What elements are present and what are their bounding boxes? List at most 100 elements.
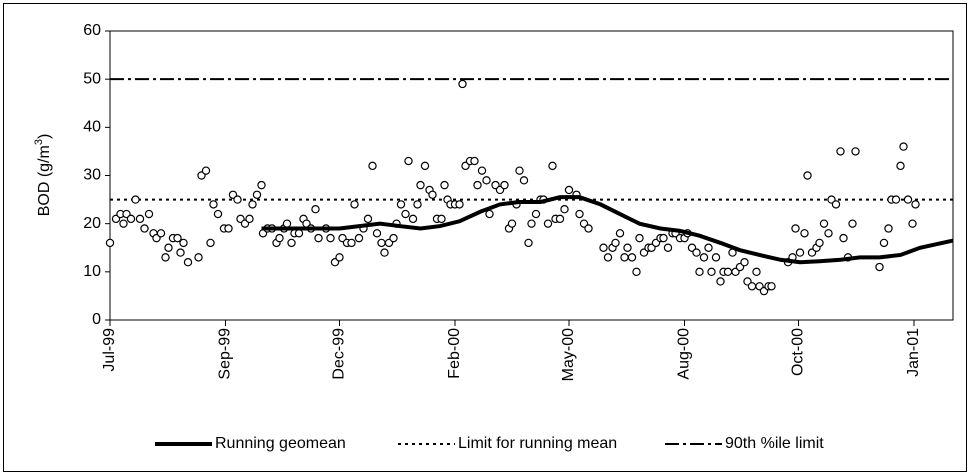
x-tick-label: Jan-01 (905, 328, 922, 377)
data-point (470, 156, 479, 166)
data-point (795, 248, 805, 257)
data-point (611, 238, 620, 248)
y-tick-label: 50 (83, 70, 101, 87)
data-point (632, 267, 641, 277)
data-point (800, 229, 809, 238)
y-tick-label: 40 (83, 119, 101, 136)
data-point (615, 229, 625, 238)
y-axis-label: BOD (g/m3) (33, 134, 53, 217)
data-point (194, 253, 203, 262)
data-point (282, 219, 292, 228)
data-point (723, 267, 733, 277)
x-tick-label: Dec-99 (331, 328, 348, 380)
y-label-sup: 3 (33, 139, 45, 145)
data-point (891, 195, 901, 204)
data-point (377, 238, 386, 248)
data-point (176, 248, 185, 257)
x-tick-label: Aug-00 (676, 328, 693, 380)
data-point (831, 200, 841, 209)
data-point (584, 224, 593, 233)
data-point (326, 233, 335, 243)
data-point (564, 185, 574, 195)
data-point (420, 161, 430, 171)
data-point (911, 200, 920, 209)
data-point (413, 200, 422, 209)
data-point (233, 195, 242, 204)
data-point (819, 219, 829, 228)
data-point (884, 224, 893, 233)
data-point (131, 195, 140, 204)
data-point (314, 233, 323, 243)
data-point (156, 229, 166, 238)
data-point (519, 176, 529, 185)
data-point (620, 253, 629, 262)
data-point (663, 243, 673, 252)
data-point (380, 248, 389, 257)
y-tick-label: 0 (92, 311, 101, 328)
legend-label: Limit for running mean (458, 435, 617, 452)
data-point (507, 219, 517, 228)
data-point (363, 214, 373, 224)
data-point (896, 161, 905, 171)
data-point (275, 233, 284, 243)
data-point (791, 224, 800, 233)
y-tick-label: 30 (83, 167, 101, 184)
data-point (903, 195, 913, 204)
data-point (543, 219, 553, 228)
data-point (311, 205, 320, 214)
data-point (485, 209, 494, 219)
data-point (354, 233, 364, 243)
data-point (404, 156, 413, 166)
data-point (213, 209, 223, 219)
data-point (627, 253, 637, 262)
data-point (815, 238, 824, 248)
data-point (428, 190, 437, 199)
data-point (531, 209, 541, 219)
data-point (224, 224, 233, 233)
x-tick-label: Sep-99 (217, 328, 234, 380)
data-point (695, 267, 704, 277)
data-point (294, 229, 304, 238)
data-point (899, 142, 908, 151)
data-point (408, 214, 418, 224)
data-point (201, 166, 211, 175)
y-tick-label: 60 (83, 22, 101, 39)
data-point (350, 200, 359, 209)
data-point (699, 253, 709, 262)
data-point (257, 180, 266, 190)
data-point (824, 229, 833, 238)
data-point (252, 190, 262, 199)
data-point (560, 205, 569, 214)
data-point (401, 209, 410, 219)
data-point (692, 248, 701, 257)
data-point (659, 233, 668, 243)
data-point (396, 200, 406, 209)
data-point (164, 243, 173, 252)
data-point (752, 267, 761, 277)
legend-label: 90th %ile limit (725, 435, 824, 452)
data-point (140, 224, 149, 233)
data-point (209, 200, 218, 209)
data-point (126, 214, 136, 224)
y-tick-label: 10 (83, 263, 101, 280)
data-point (603, 253, 613, 262)
data-point (803, 171, 812, 180)
data-point (287, 238, 296, 248)
data-point (105, 238, 115, 248)
data-point (548, 161, 557, 171)
y-label-end: ) (36, 134, 53, 139)
data-point (848, 219, 857, 228)
data-point (482, 176, 491, 185)
data-point (839, 233, 848, 243)
data-point (477, 166, 487, 175)
x-tick-label: Oct-00 (790, 328, 807, 376)
data-point (635, 233, 644, 243)
data-point (747, 282, 757, 291)
data-point (389, 233, 398, 243)
y-tick-label: 20 (83, 215, 101, 232)
chart-frame (3, 3, 967, 472)
data-point (368, 161, 377, 171)
data-point (740, 258, 749, 267)
data-point (851, 147, 860, 156)
